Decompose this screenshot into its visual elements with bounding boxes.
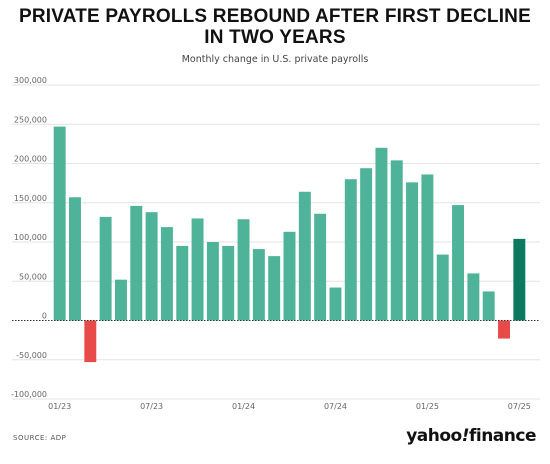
bar-05-23	[114, 279, 127, 321]
bar-04-25	[467, 273, 480, 321]
bar-07-23	[145, 212, 158, 321]
y-tick-label: 300,000	[14, 76, 47, 85]
bar-07-24	[329, 287, 342, 321]
bar-06-23	[130, 205, 143, 321]
y-tick-label: 200,000	[14, 155, 47, 164]
bar-06-25	[498, 320, 510, 339]
bar-02-25	[436, 254, 449, 321]
bar-02-24	[252, 249, 265, 321]
x-tick-label: 07/23	[140, 402, 163, 411]
bar-12-24	[406, 182, 419, 321]
x-tick-label: 01/24	[232, 402, 255, 411]
bars	[53, 126, 526, 363]
bar-05-25	[482, 291, 495, 321]
y-tick-label: -50,000	[16, 351, 47, 360]
yahoo-finance-logo: yahoo!finance	[406, 426, 536, 446]
y-axis-labels: 300,000 250,000 200,000 150,000 100,000 50,00…	[11, 76, 47, 399]
x-tick-label: 07/24	[324, 402, 347, 411]
bar-08-24	[344, 179, 357, 321]
chart-title: PRIVATE PAYROLLS REBOUND AFTER FIRST DEC…	[19, 6, 531, 48]
y-tick-label: 0	[42, 312, 47, 321]
bar-04-23	[99, 216, 112, 321]
bar-11-23	[206, 242, 219, 321]
x-tick-label: 07/25	[508, 402, 531, 411]
bar-01-23	[53, 126, 66, 321]
bar-11-24	[390, 160, 403, 321]
bar-07-25	[513, 238, 526, 321]
bar-01-25	[421, 174, 434, 321]
x-axis-labels: 01/23 07/23 01/24 07/24 01/25 07/25	[48, 402, 531, 411]
y-tick-label: 100,000	[14, 233, 47, 242]
source-note: SOURCE: ADP	[13, 434, 67, 442]
bar-02-23	[69, 197, 81, 321]
bar-chart: 300,000 250,000 200,000 150,000 100,000 50,00…	[11, 76, 540, 411]
y-tick-label: 50,000	[19, 272, 47, 281]
bar-01-24	[237, 219, 250, 321]
bar-09-24	[360, 168, 373, 321]
bar-10-23	[191, 218, 204, 321]
bar-03-23	[84, 320, 97, 363]
x-tick-label: 01/25	[416, 402, 439, 411]
bar-09-23	[176, 245, 189, 321]
chart-subtitle: Monthly change in U.S. private payrolls	[181, 54, 369, 65]
bar-06-24	[314, 213, 327, 321]
bar-12-23	[222, 245, 235, 321]
bar-05-24	[298, 191, 311, 321]
bar-10-24	[375, 147, 388, 321]
bar-03-25	[452, 205, 465, 321]
y-tick-label: -100,000	[11, 390, 47, 399]
x-tick-label: 01/23	[48, 402, 71, 411]
bar-03-24	[268, 256, 281, 321]
y-tick-label: 150,000	[14, 194, 47, 203]
y-tick-label: 250,000	[14, 115, 47, 124]
bar-08-23	[160, 227, 173, 321]
bar-04-24	[283, 231, 296, 321]
